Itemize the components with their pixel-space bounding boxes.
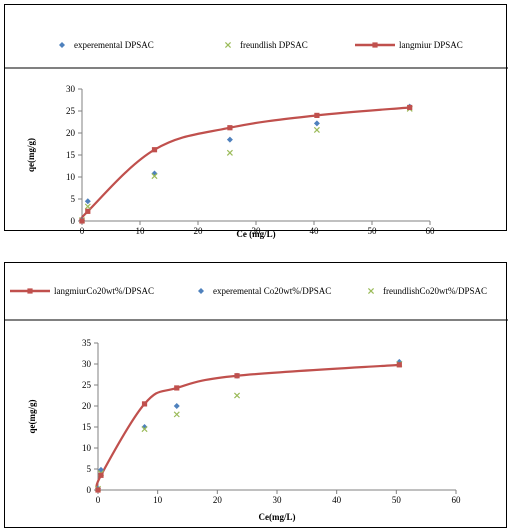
- c1-langmuir-point: [314, 112, 320, 118]
- c1-legend-label: freundlish DPSAC: [240, 40, 308, 50]
- c1-x-tick-label: 60: [426, 226, 436, 236]
- c1-y-tick-label: 0: [71, 216, 76, 226]
- c2-y-tick-label: 25: [82, 380, 92, 390]
- c2-legend-marker-swatch: [198, 288, 204, 294]
- c1-langmuir-point: [85, 208, 91, 214]
- c2-y-axis-title: qe(mg/g): [27, 400, 37, 434]
- chart-panel-2: langmiurCo20wt%/DPSAC experemental Co20wt…: [4, 262, 508, 528]
- c2-y-tick-label: 5: [87, 464, 92, 474]
- c1-x-tick-label: 50: [368, 226, 378, 236]
- c2-experimental-point: [141, 424, 148, 430]
- c1-freundlich-point: [226, 149, 233, 156]
- c2-y-tick-label: 10: [82, 443, 92, 453]
- c1-langmuir-point: [79, 218, 85, 224]
- c1-experimental-point: [84, 198, 91, 205]
- c2-langmuir-point: [141, 401, 148, 407]
- c1-freundlich-point: [151, 173, 158, 180]
- c2-langmuir-point: [234, 373, 240, 379]
- c2-x-tick-label: 10: [153, 495, 163, 505]
- chart-panel-1: experemental DPSAC freundlish DPSAC langmi…: [4, 4, 508, 239]
- c1-y-tick-label: 20: [66, 128, 76, 138]
- c1-experimental-point: [313, 120, 320, 127]
- c2-x-tick-label: 40: [332, 495, 342, 505]
- c2-langmuir-point: [396, 362, 402, 368]
- c1-legend-label: experemental DPSAC: [74, 40, 154, 50]
- c1-x-tick-label: 0: [80, 226, 85, 236]
- c2-legend-entry: experemental Co20wt%/DPSAC: [198, 286, 331, 296]
- c1-langmuir-curve: [79, 106, 410, 222]
- c1-langmuir-point: [151, 147, 158, 153]
- c1-legend-marker-swatch: [59, 42, 65, 48]
- c1-freundlich-point: [313, 126, 320, 133]
- c1-y-tick-label: 25: [66, 106, 76, 116]
- c1-x-axis-title: Ce (mg/L): [236, 229, 275, 239]
- c1-legend-marker-swatch: [372, 42, 378, 48]
- c1-y-axis-title: qe(mg/g): [26, 138, 36, 172]
- c2-x-tick-label: 60: [452, 495, 462, 505]
- c1-y-tick-label: 5: [71, 194, 76, 204]
- c2-legend-entry: freundlishCo20wt%/DPSAC: [367, 286, 487, 296]
- c2-x-tick-label: 50: [392, 495, 402, 505]
- c2-x-tick-label: 0: [96, 495, 101, 505]
- c1-x-tick-label: 40: [310, 226, 320, 236]
- c2-y-tick-label: 0: [87, 485, 92, 495]
- c2-experimental-point: [173, 403, 180, 409]
- c2-y-tick-label: 20: [82, 401, 92, 411]
- c2-langmuir-point: [174, 385, 180, 391]
- c2-y-tick-label: 30: [82, 359, 92, 369]
- c1-freundlich-point: [84, 203, 91, 210]
- chart-2: langmiurCo20wt%/DPSAC experemental Co20wt…: [5, 286, 508, 522]
- c1-legend-entry: freundlish DPSAC: [224, 40, 308, 50]
- c1-y-tick-label: 30: [66, 84, 76, 94]
- c2-langmuir-point: [95, 487, 101, 493]
- c2-freundlich-point: [141, 426, 148, 433]
- c2-legend-entry: langmiurCo20wt%/DPSAC: [10, 286, 154, 296]
- c1-y-tick-label: 15: [66, 150, 76, 160]
- c1-y-tick-label: 10: [66, 172, 76, 182]
- c2-y-tick-label: 15: [82, 422, 92, 432]
- c2-legend-label: experemental Co20wt%/DPSAC: [213, 286, 331, 296]
- c1-x-tick-label: 20: [194, 226, 204, 236]
- c2-legend: langmiurCo20wt%/DPSAC experemental Co20wt…: [10, 286, 487, 296]
- c2-freundlich-point: [173, 411, 180, 418]
- c2-x-tick-label: 20: [213, 495, 223, 505]
- c1-series: [78, 103, 413, 224]
- c2-langmuir-point: [98, 472, 104, 478]
- c2-x-axis-title: Ce(mg/L): [259, 512, 296, 522]
- c2-series: [94, 358, 403, 493]
- c1-legend-entry: experemental DPSAC: [59, 40, 154, 50]
- c2-y-tick-label: 35: [82, 338, 92, 348]
- c2-x-tick-label: 30: [273, 495, 283, 505]
- c2-freundlich-point: [233, 392, 241, 399]
- c1-legend-marker-swatch: [224, 41, 232, 49]
- c2-legend-marker-swatch: [27, 288, 33, 294]
- chart-1: experemental DPSAC freundlish DPSAC langmi…: [5, 40, 508, 239]
- c2-langmuir-curve: [95, 363, 400, 491]
- c1-legend-label: langmiur DPSAC: [399, 40, 463, 50]
- c1-legend: experemental DPSAC freundlish DPSAC langmi…: [59, 40, 463, 50]
- c1-legend-entry: langmiur DPSAC: [355, 40, 463, 50]
- c1-langmuir-point: [227, 125, 233, 131]
- c1-x-tick-label: 10: [136, 226, 146, 236]
- c2-legend-label: freundlishCo20wt%/DPSAC: [383, 286, 487, 296]
- c2-legend-marker-swatch: [367, 287, 375, 295]
- c1-x-tick-label: 30: [252, 226, 262, 236]
- c1-experimental-point: [226, 136, 233, 143]
- c1-langmuir-point: [407, 104, 413, 111]
- c2-legend-label: langmiurCo20wt%/DPSAC: [54, 286, 154, 296]
